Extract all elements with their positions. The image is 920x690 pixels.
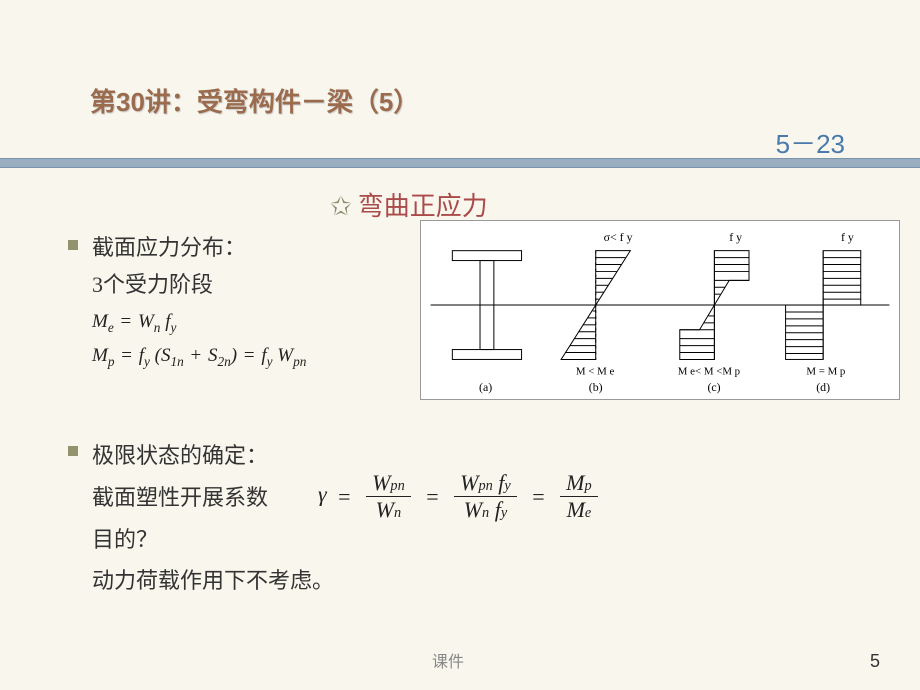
- bullet-icon: [68, 240, 78, 250]
- footer-page: 5: [870, 651, 880, 672]
- fig-top-d: f y: [841, 230, 854, 244]
- fig-sub-b: (b): [589, 380, 603, 394]
- divider-band: [0, 158, 920, 168]
- stress-svg: σ< f y f y f y M < M e M e< M <M p M = M…: [421, 221, 899, 399]
- frac-1: Wpn Wn: [366, 470, 411, 523]
- star-icon: ✩: [330, 192, 352, 221]
- section2-heading: 极限状态的确定：: [92, 435, 334, 477]
- fig-sub-d: (d): [816, 380, 830, 394]
- formula-mp: Mp = fy (S1n + S2n) = fy Wpn: [92, 342, 306, 372]
- stress-figure: σ< f y f y f y M < M e M e< M <M p M = M…: [420, 220, 900, 400]
- fig-sub-c: (c): [707, 380, 720, 394]
- footer-label: 课件: [432, 648, 464, 672]
- fig-eq-c: M e< M <M p: [678, 365, 740, 377]
- page-ref: 5－23: [776, 124, 845, 161]
- bullet-icon: [68, 446, 78, 456]
- frac-2: Wpn fy Wn fy: [454, 470, 517, 523]
- fig-sub-a: (a): [479, 380, 492, 394]
- fig-top-b: σ< f y: [604, 230, 633, 244]
- section1-line2: 3个受力阶段: [92, 266, 306, 303]
- section1-heading: 截面应力分布：: [92, 229, 306, 266]
- section2-line2: 截面塑性开展系数: [92, 477, 334, 519]
- section-limit-state: 极限状态的确定： 截面塑性开展系数 目的？ 动力荷载作用下不考虑。: [92, 435, 334, 602]
- frac-3: Mp Me: [560, 470, 597, 523]
- formula-me: Me = Wn fy: [92, 308, 306, 338]
- gamma-equation: γ = Wpn Wn = Wpn fy Wn fy = Mp Me: [318, 470, 602, 523]
- subtitle-text: 弯曲正应力: [358, 192, 488, 221]
- section-stress-dist: 截面应力分布： 3个受力阶段 Me = Wn fy Mp = fy (S1n +…: [92, 229, 306, 371]
- section2-line4: 动力荷载作用下不考虑。: [92, 560, 334, 602]
- slide-title: 第30讲：受弯构件－梁（5）: [90, 82, 419, 119]
- section2-line3: 目的？: [92, 519, 334, 561]
- fig-top-c: f y: [729, 230, 742, 244]
- subtitle: ✩弯曲正应力: [330, 186, 488, 223]
- panel-d: [786, 251, 861, 360]
- fig-eq-d: M = M p: [806, 365, 845, 377]
- gamma-lhs: γ: [318, 482, 327, 507]
- fig-eq-b: M < M e: [576, 365, 615, 377]
